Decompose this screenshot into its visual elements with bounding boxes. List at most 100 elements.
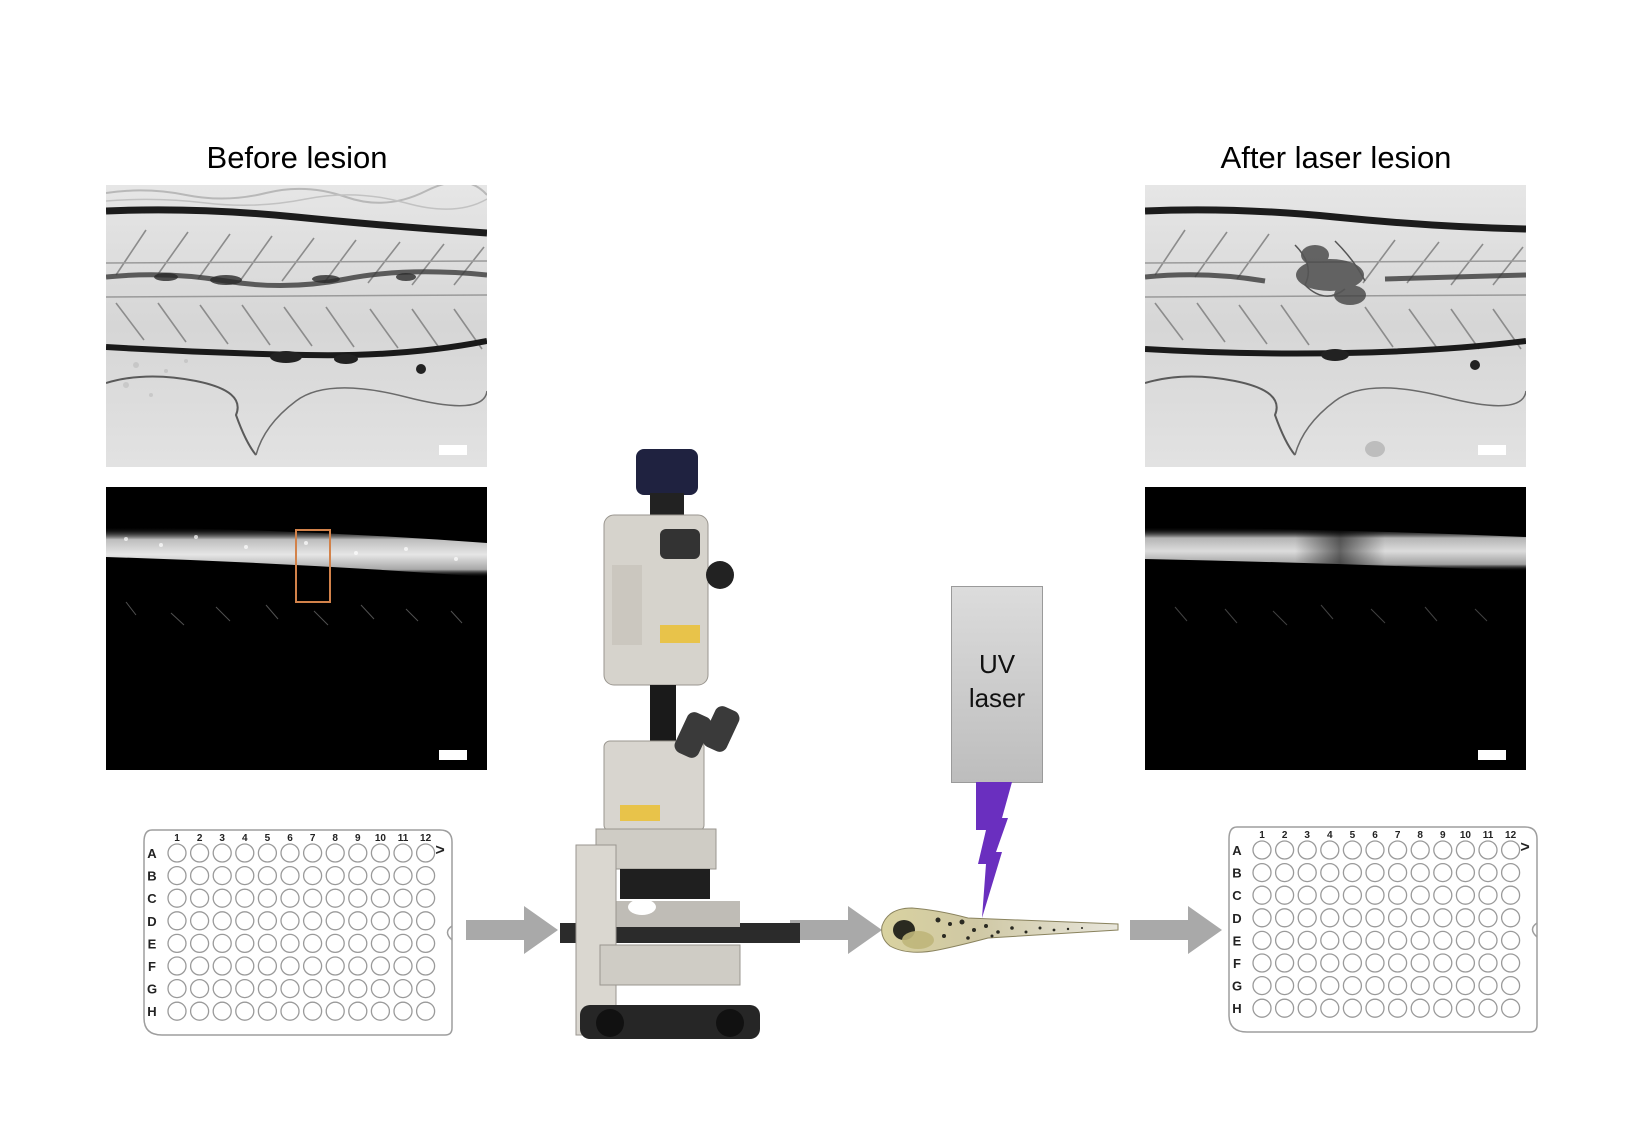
plate-well [1500,862,1521,883]
plate-column-label: 1 [1259,830,1265,841]
plate-well [325,933,345,954]
plate-well [257,956,278,976]
plate-well [189,888,210,908]
plate-well [1455,908,1476,928]
plate-well [1320,862,1340,883]
plate-well [348,843,368,863]
after-fluorescence-image [1145,487,1526,770]
plate-well [1455,885,1476,905]
plate-well [212,978,232,999]
plate-well [280,888,300,908]
plate-well [212,1001,232,1021]
plate-well [1455,862,1476,883]
plate-well [415,978,436,999]
plate-well [1297,862,1317,883]
plate-well [257,843,278,863]
plate-well [212,843,232,863]
plate-column-label: 9 [1440,830,1446,841]
plate-well [235,888,255,908]
plate-well [393,888,413,908]
plate-well [1433,975,1453,996]
plate-well [1342,953,1363,973]
plate-well [1433,953,1453,973]
plate-well [1433,885,1453,905]
plate-row-label: H [147,1004,156,1019]
plate-well [167,865,187,886]
plate-well [257,888,278,908]
plate-well [415,956,436,976]
plate-well [280,865,300,886]
plate-well [348,933,368,954]
plate-well [1500,975,1521,996]
plate-well [302,843,323,863]
plate-well [1252,885,1272,905]
plate-well [1500,908,1521,928]
after-lesion-title: After laser lesion [1220,140,1452,175]
plate-well [1297,975,1317,996]
plate-column-label: 8 [332,833,338,844]
plate-row-label: G [147,982,157,997]
plate-well [167,911,187,931]
plate-corner-mark: > [1520,839,1529,856]
plate-row-label: D [1232,911,1241,926]
plate-column-label: 9 [355,833,361,844]
plate-well [1320,998,1340,1018]
plate-well [1297,998,1317,1018]
plate-well [370,911,391,931]
lesion-roi-box [295,529,331,603]
plate-well [1500,885,1521,905]
plate-column-label: 1 [174,833,180,844]
plate-well [1252,840,1272,860]
plate-well [1365,840,1385,860]
plate-column-label: 8 [1417,830,1423,841]
plate-well [212,956,232,976]
plate-well [1274,840,1295,860]
plate-well [1252,998,1272,1018]
plate-well [257,1001,278,1021]
plate-well [370,843,391,863]
plate-well [302,911,323,931]
plate-well [1297,930,1317,951]
plate-well [1274,998,1295,1018]
arrow-plate-to-microscope [466,906,558,954]
plate-well [1320,840,1340,860]
microscope-icon [560,449,800,1039]
plate-well [1274,953,1295,973]
plate-column-label: 6 [287,833,293,844]
plate-well [1274,885,1295,905]
plate-well [393,865,413,886]
plate-row-label: F [148,959,156,974]
plate-well [370,956,391,976]
plate-well [235,956,255,976]
plate-well [370,978,391,999]
plate-well [1342,885,1363,905]
plate-well [257,865,278,886]
plate-well [1252,862,1272,883]
plate-well [1320,908,1340,928]
plate-column-label: 4 [1327,830,1333,841]
plate-column-label: 7 [1395,830,1401,841]
plate-well [1297,885,1317,905]
plate-well [1410,862,1430,883]
plate-well [348,956,368,976]
plate-well [257,911,278,931]
plate-well [325,956,345,976]
plate-well [167,933,187,954]
plate-well [1433,998,1453,1018]
plate-outline [143,829,453,1036]
plate-column-label: 12 [1505,830,1517,841]
plate-well [370,865,391,886]
plate-well [1500,998,1521,1018]
plate-well [1478,885,1498,905]
plate-well [1342,840,1363,860]
plate-well [302,956,323,976]
plate-column-label: 5 [1350,830,1356,841]
plate-well [280,933,300,954]
plate-well [189,978,210,999]
plate-row-label: B [1232,866,1241,881]
plate-well [1478,953,1498,973]
plate-well [235,1001,255,1021]
plate-well [415,911,436,931]
scale-bar [1478,445,1506,455]
plate-well [325,978,345,999]
